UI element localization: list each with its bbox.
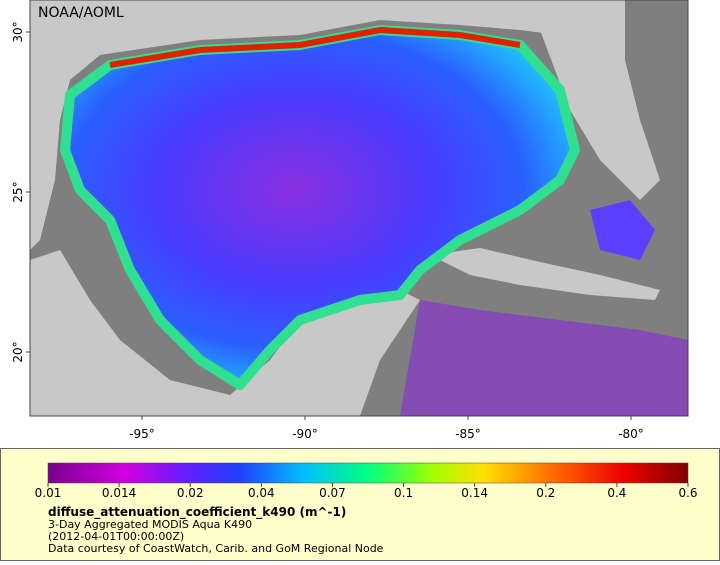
colorbar-label: 0.01	[35, 486, 62, 500]
land-cuba	[430, 248, 660, 300]
description: 3-Day Aggregated MODIS Aqua K490	[48, 518, 252, 531]
colorbar-label: 0.07	[319, 486, 346, 500]
colorbar-label: 0.2	[536, 486, 555, 500]
source: Data courtesy of CoastWatch, Carib. and …	[48, 542, 384, 555]
map-frame	[29, 0, 689, 417]
bahamas-field	[590, 200, 655, 260]
lon-label: -85°	[455, 427, 481, 441]
variable-name: diffuse_attenuation_coefficient_k490 (m^…	[48, 505, 346, 520]
caribbean-field	[400, 300, 688, 416]
land-north	[30, 0, 625, 250]
colorbar	[47, 462, 689, 484]
colorbar-label: 0.04	[248, 486, 275, 500]
colorbar-label: 0.4	[607, 486, 626, 500]
lat-label: 30°	[11, 21, 25, 42]
lon-label: -95°	[129, 427, 155, 441]
time: (2012-04-01T00:00:00Z)	[48, 530, 184, 543]
credit: NOAA/AOML	[38, 5, 124, 21]
land-mexico	[30, 250, 420, 416]
lat-label: 25°	[11, 181, 25, 202]
coastal-high-values	[109, 26, 521, 68]
colorbar-label: 0.6	[678, 486, 697, 500]
colorbar-label: 0.1	[394, 486, 413, 500]
lon-label: -80°	[618, 427, 644, 441]
land-florida	[540, 30, 660, 200]
lat-label: 20°	[11, 341, 25, 362]
lon-label: -90°	[292, 427, 318, 441]
colorbar-label: 0.14	[461, 486, 488, 500]
colorbar-label: 0.02	[177, 486, 204, 500]
colorbar-label: 0.014	[102, 486, 136, 500]
